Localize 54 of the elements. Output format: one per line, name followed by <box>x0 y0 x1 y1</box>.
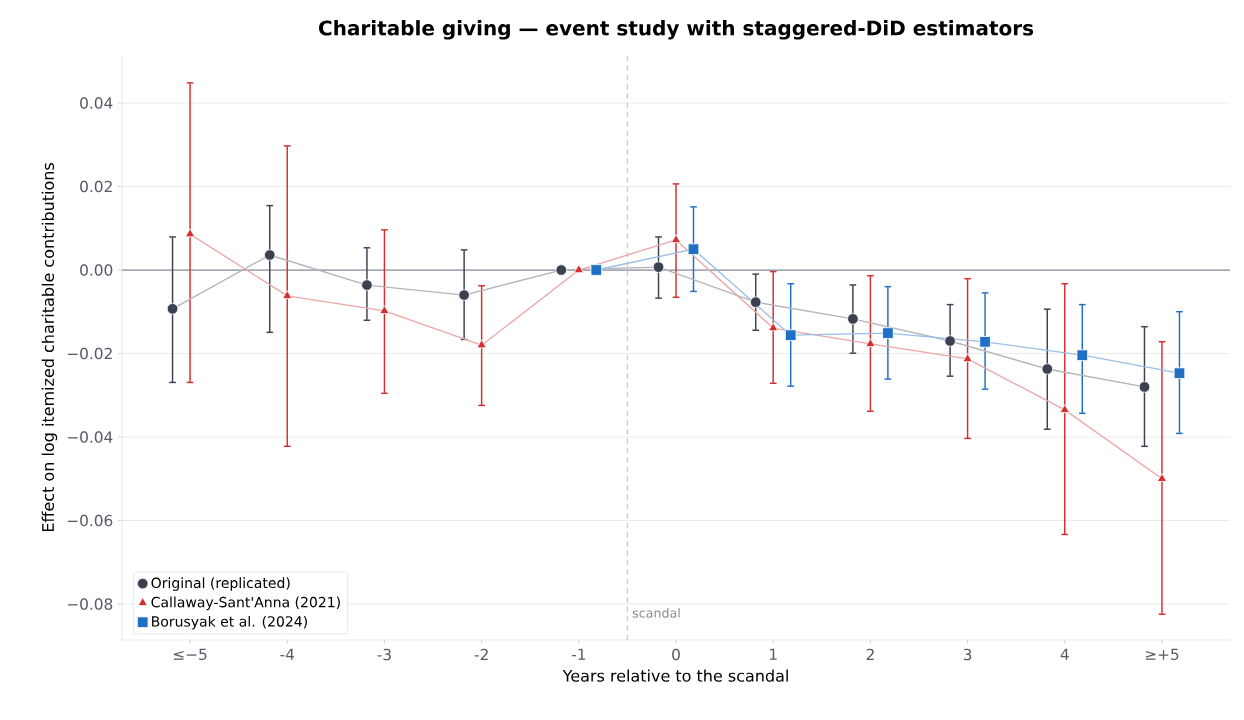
x-tick-label: ≥+5 <box>1145 648 1179 661</box>
point <box>749 296 762 308</box>
point <box>979 336 991 348</box>
legend-label: Original (replicated) <box>151 577 290 591</box>
point <box>784 329 797 341</box>
point <box>962 353 973 363</box>
x-tick-label: 3 <box>963 648 972 661</box>
point <box>882 327 894 339</box>
point <box>768 322 779 332</box>
point <box>573 264 584 274</box>
point <box>670 234 682 244</box>
point <box>652 261 665 273</box>
legend-label: Borusyak et al. (2024) <box>152 615 307 630</box>
x-tick-label: 2 <box>866 648 874 661</box>
point <box>1076 349 1089 361</box>
point <box>458 289 470 301</box>
x-tick-label: ≤−5 <box>173 648 207 661</box>
y-tick-label: 0.02 <box>80 180 112 193</box>
point <box>361 279 373 291</box>
x-axis-title: Years relative to the scandal <box>562 669 788 682</box>
x-tick-label: -4 <box>280 648 295 660</box>
point <box>687 243 700 255</box>
point <box>1156 473 1167 482</box>
x-tick-label: -1 <box>571 648 586 660</box>
y-tick-label: −0.06 <box>67 514 113 527</box>
x-tick-label: -3 <box>377 648 391 661</box>
point <box>590 264 603 276</box>
point <box>847 313 859 325</box>
y-tick-label: −0.04 <box>67 431 113 443</box>
point <box>379 305 390 315</box>
y-tick-label: 0.00 <box>80 264 113 276</box>
point <box>264 249 276 261</box>
point <box>944 335 956 347</box>
point <box>1059 404 1070 413</box>
point <box>166 303 179 315</box>
point <box>476 339 487 349</box>
x-tick-label: 0 <box>672 648 680 661</box>
point <box>185 228 196 238</box>
point <box>282 290 293 299</box>
point <box>1173 367 1186 379</box>
y-axis-title: Effect on log itemized charitable contributions <box>41 163 58 532</box>
x-tick-label: 4 <box>1060 648 1069 660</box>
point <box>1138 381 1151 393</box>
x-tick-label: -2 <box>474 648 488 661</box>
chart-title: Charitable giving — event study with staggered-DiD estimators <box>319 20 1034 40</box>
x-tick-label: 1 <box>770 648 777 660</box>
y-tick-label: 0.04 <box>80 97 113 109</box>
point <box>865 338 876 347</box>
point <box>555 264 568 276</box>
y-tick-label: −0.08 <box>67 598 113 610</box>
y-tick-label: −0.02 <box>67 347 112 360</box>
legend-label: Callaway-Sant'Anna (2021) <box>151 596 340 611</box>
point <box>1041 363 1054 375</box>
ref-line-label: scandal <box>632 607 680 618</box>
